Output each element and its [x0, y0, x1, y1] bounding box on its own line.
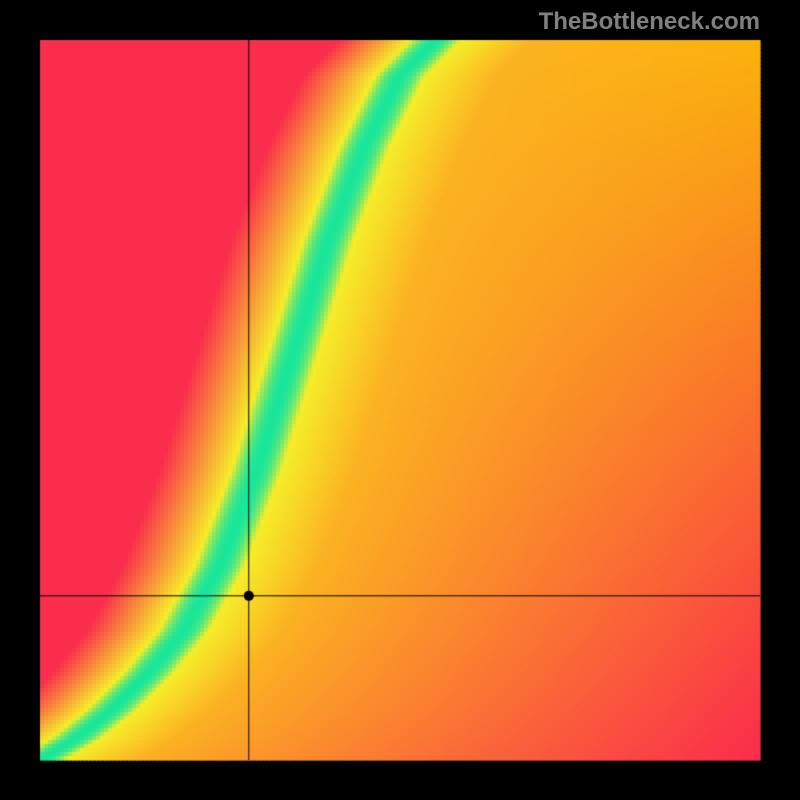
bottleneck-heatmap: [0, 0, 800, 800]
watermark-text: TheBottleneck.com: [539, 8, 760, 36]
